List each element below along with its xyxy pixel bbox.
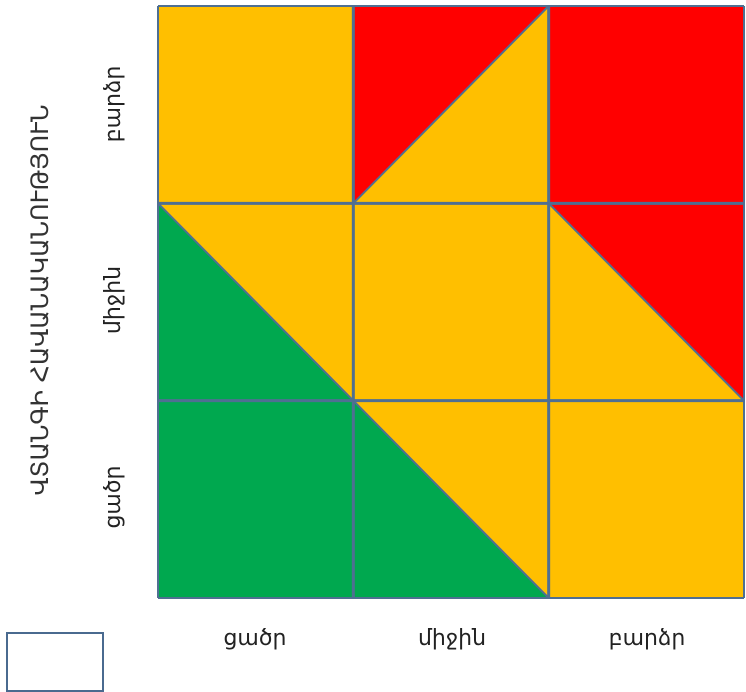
cell-high-likelihood-low-impact bbox=[158, 6, 354, 204]
cell-low-likelihood-low-impact bbox=[158, 400, 354, 598]
cell-medium-likelihood-medium-impact bbox=[353, 203, 549, 401]
cell-high-likelihood-medium-impact-diagonal bbox=[352, 5, 550, 205]
row-label-high: բարձր bbox=[101, 66, 126, 143]
cell-medium-likelihood-low-impact-diagonal bbox=[157, 202, 355, 402]
row-label-low: ցածր bbox=[101, 465, 126, 528]
cell-low-likelihood-high-impact bbox=[548, 400, 744, 598]
col-label-medium: միջին bbox=[418, 626, 486, 651]
col-label-low: ցածր bbox=[223, 626, 286, 651]
cell-medium-likelihood-high-impact-diagonal bbox=[547, 202, 745, 402]
corner-frame bbox=[6, 632, 104, 692]
cell-low-likelihood-medium-impact-diagonal bbox=[352, 399, 550, 599]
matrix-grid bbox=[157, 5, 745, 599]
col-label-high: բարձր bbox=[609, 626, 686, 651]
y-axis-title: ՎՏԱՆԳԻ ՀԱՎԱՆԱԿԱՆՈՒԹՅՈՒՆ bbox=[26, 104, 54, 495]
cell-high-likelihood-high-impact bbox=[548, 6, 744, 204]
row-label-medium: միջին bbox=[101, 266, 126, 334]
risk-matrix-diagram: ՎՏԱՆԳԻ ՀԱՎԱՆԱԿԱՆՈՒԹՅՈՒՆ բարձր միջին ցածր… bbox=[26, 5, 745, 651]
matrix-cells bbox=[158, 6, 744, 598]
